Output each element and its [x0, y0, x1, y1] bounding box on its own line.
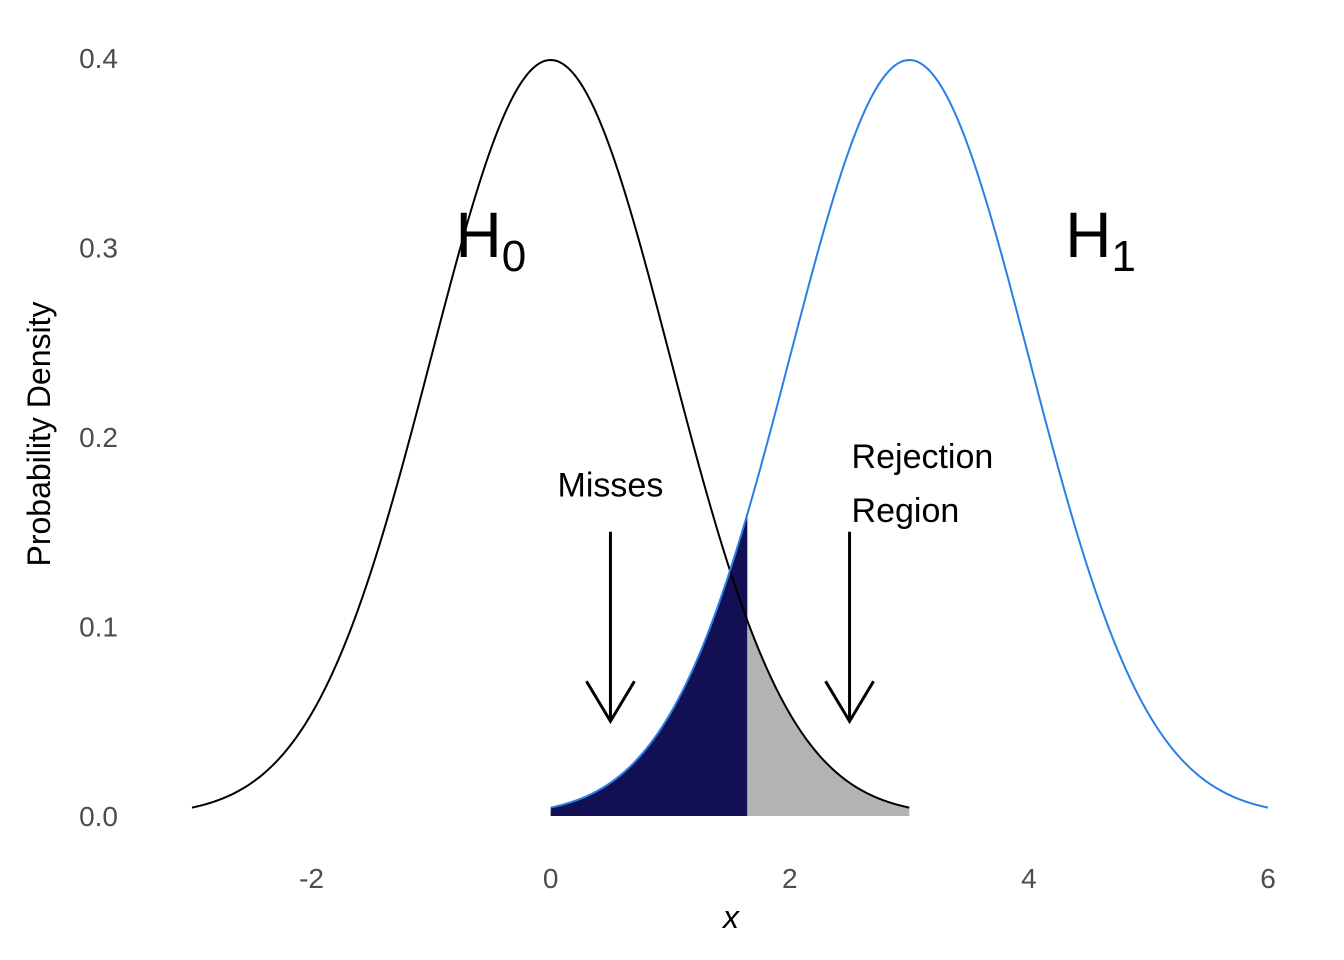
x-axis-title: x — [721, 899, 740, 935]
y-tick-label: 0.2 — [79, 422, 118, 453]
rejection-region-label: Region — [852, 492, 960, 530]
y-axis-title: Probability Density — [21, 302, 57, 567]
y-tick-label: 0.4 — [79, 43, 118, 74]
x-tick-label: 6 — [1260, 863, 1276, 894]
x-tick-label: -2 — [299, 863, 324, 894]
misses-label: Misses — [558, 466, 664, 504]
hypothesis-subscript: 1 — [1111, 232, 1135, 281]
hypothesis-subscript: 0 — [502, 232, 526, 281]
hypothesis-labels: H0 H1 — [456, 199, 1136, 281]
x-tick-label: 0 — [543, 863, 559, 894]
h1-density-curve — [550, 58, 1269, 809]
x-tick-label: 4 — [1021, 863, 1037, 894]
y-tick-label: 0.3 — [79, 233, 118, 264]
arrow-head — [824, 680, 875, 725]
x-axis-ticks: -2 0 2 4 6 — [299, 863, 1276, 894]
misses-region — [550, 514, 748, 816]
x-tick-label: 2 — [782, 863, 798, 894]
y-axis-ticks: 0.0 0.1 0.2 0.3 0.4 — [79, 43, 118, 832]
h0-label: H0 — [456, 199, 527, 281]
y-tick-label: 0.0 — [79, 801, 118, 832]
h0-density-curve — [191, 58, 910, 809]
h1-label: H1 — [1065, 199, 1136, 281]
shaded-regions — [550, 514, 910, 816]
annotations: Misses Rejection Region — [558, 438, 994, 530]
y-tick-label: 0.1 — [79, 612, 118, 643]
arrow-head — [585, 680, 636, 725]
rejection-region — [747, 620, 910, 816]
annotation-arrows — [585, 531, 875, 725]
density-curves — [191, 58, 1269, 809]
rejection-region-label: Rejection — [852, 438, 994, 476]
